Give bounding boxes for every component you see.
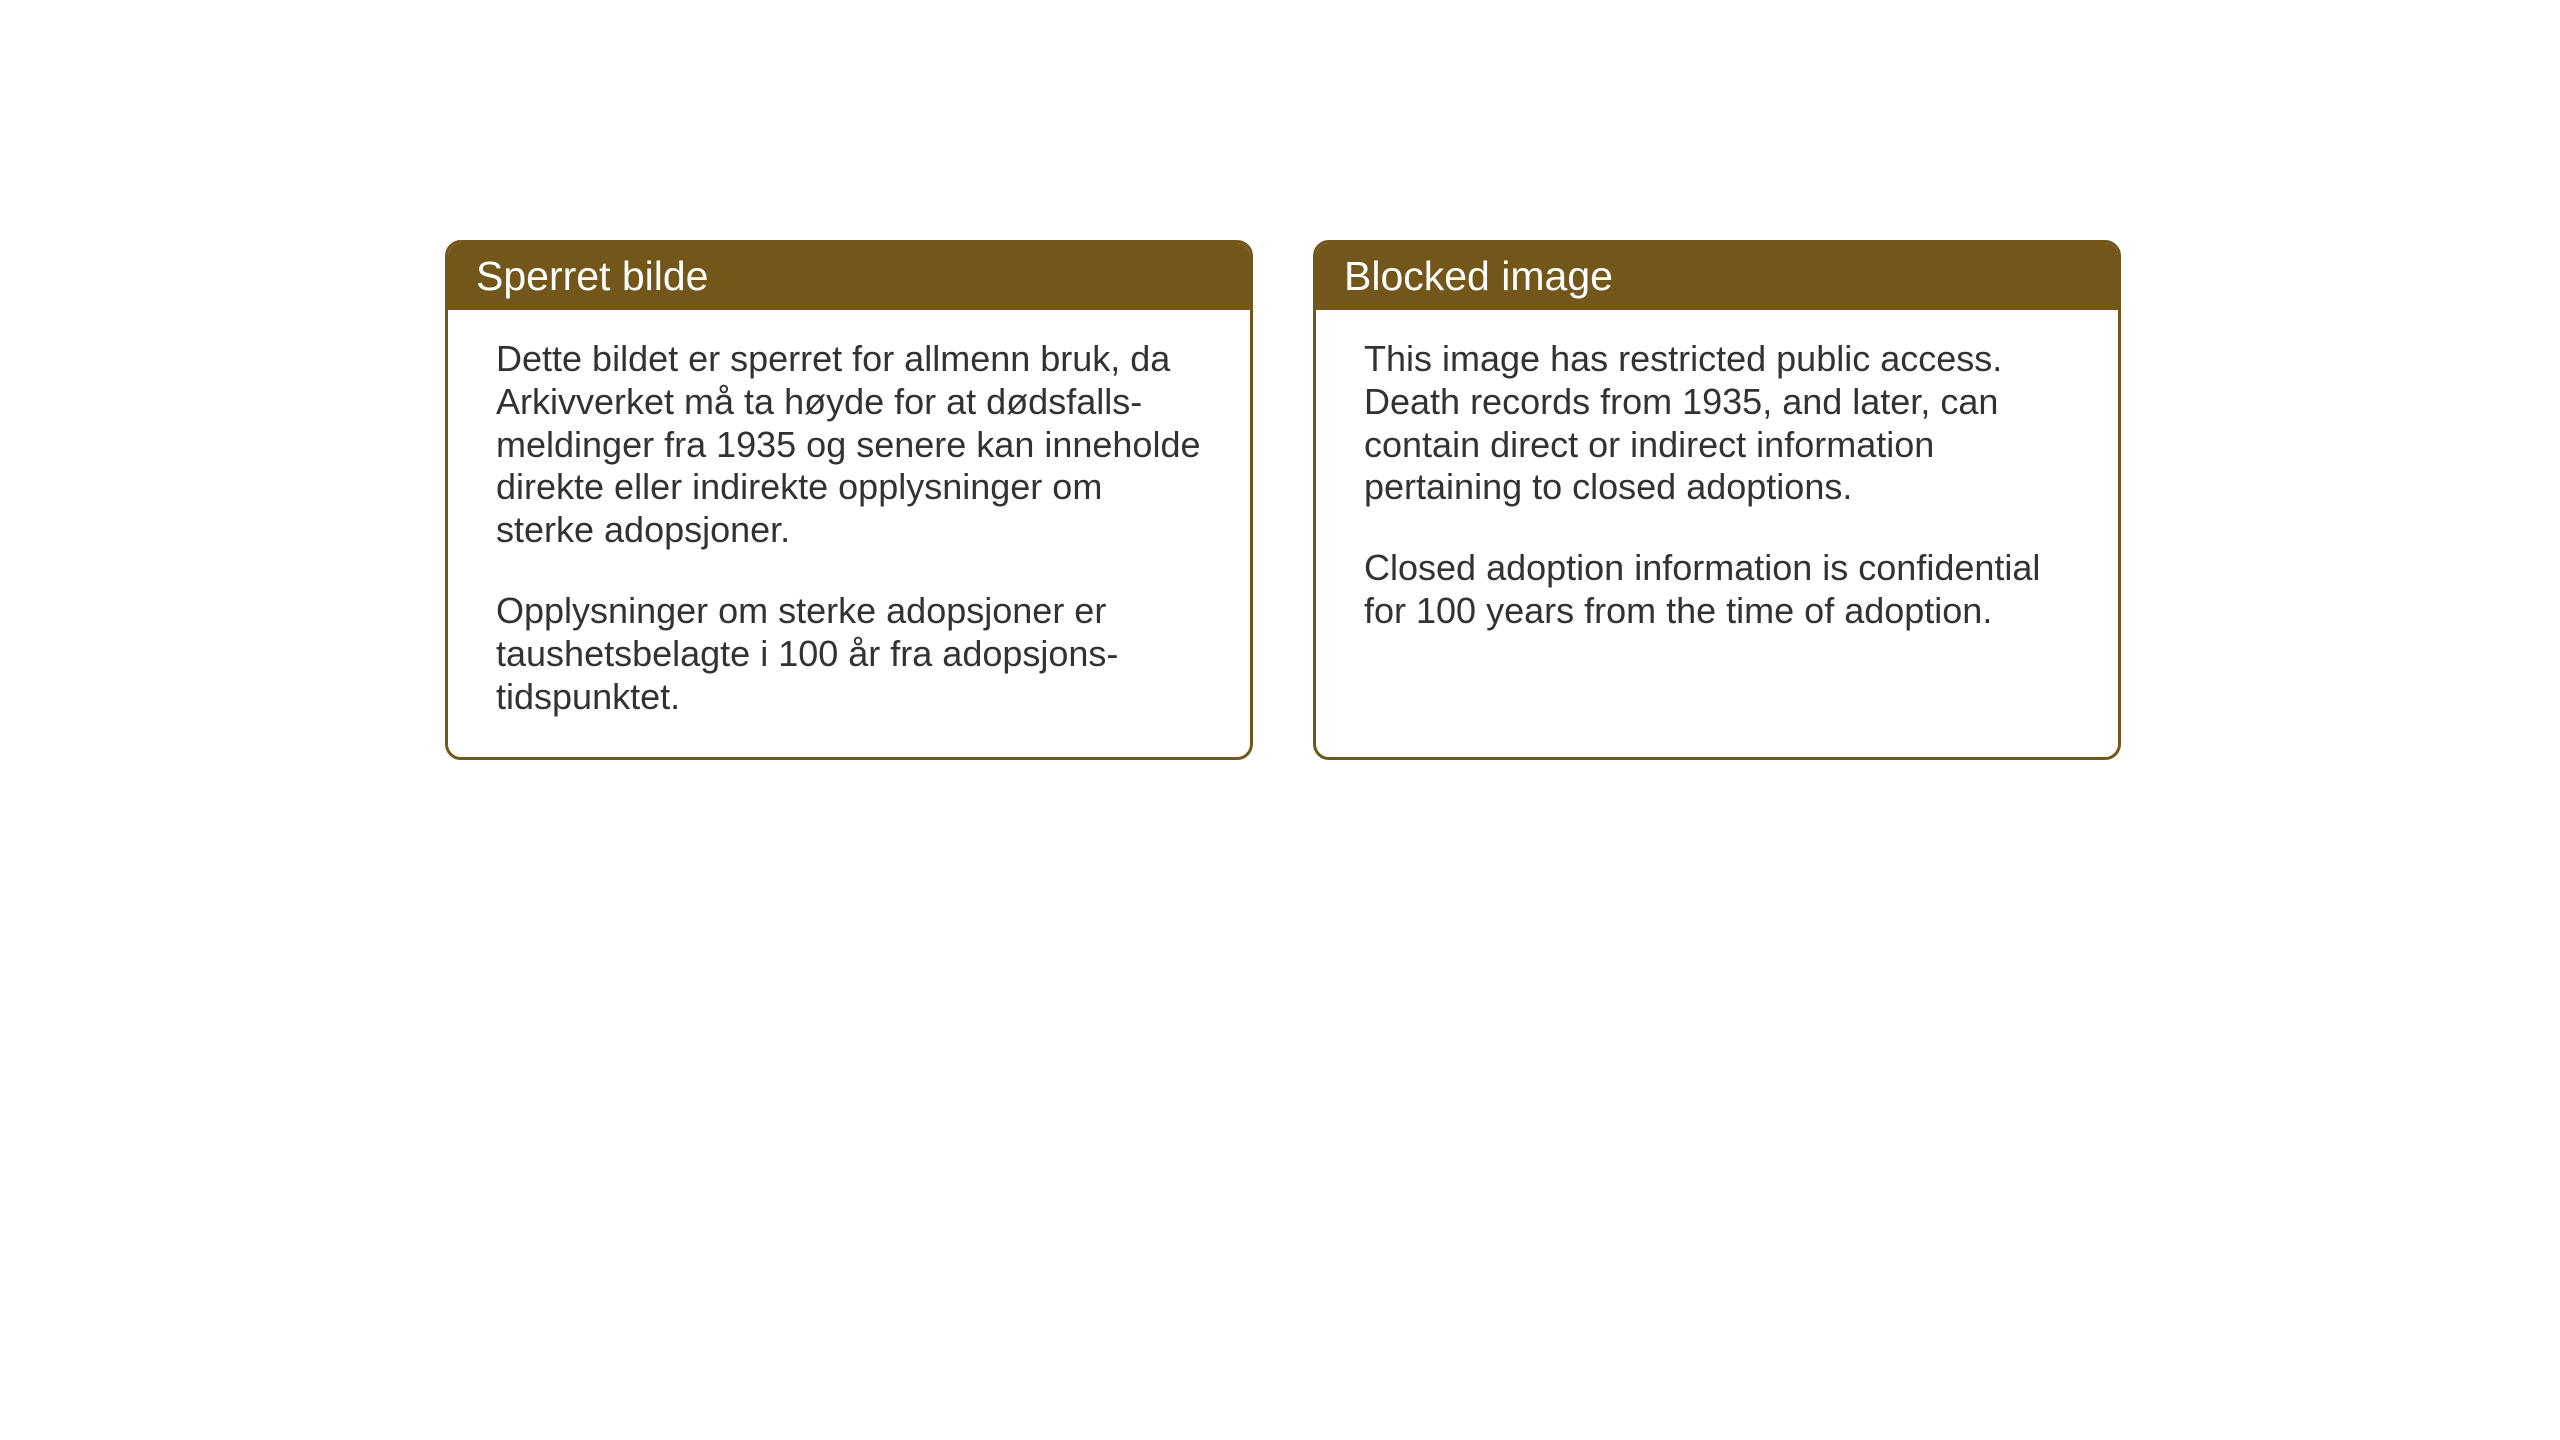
norwegian-paragraph-2: Opplysninger om sterke adopsjoner er tau… xyxy=(496,590,1202,718)
cards-container: Sperret bilde Dette bildet er sperret fo… xyxy=(445,240,2121,760)
norwegian-paragraph-1: Dette bildet er sperret for allmenn bruk… xyxy=(496,338,1202,552)
english-card: Blocked image This image has restricted … xyxy=(1313,240,2121,760)
norwegian-card-title: Sperret bilde xyxy=(448,243,1250,310)
english-paragraph-2: Closed adoption information is confident… xyxy=(1364,547,2070,633)
english-paragraph-1: This image has restricted public access.… xyxy=(1364,338,2070,509)
norwegian-card-body: Dette bildet er sperret for allmenn bruk… xyxy=(448,310,1250,757)
english-card-title: Blocked image xyxy=(1316,243,2118,310)
norwegian-card: Sperret bilde Dette bildet er sperret fo… xyxy=(445,240,1253,760)
english-card-body: This image has restricted public access.… xyxy=(1316,310,2118,671)
